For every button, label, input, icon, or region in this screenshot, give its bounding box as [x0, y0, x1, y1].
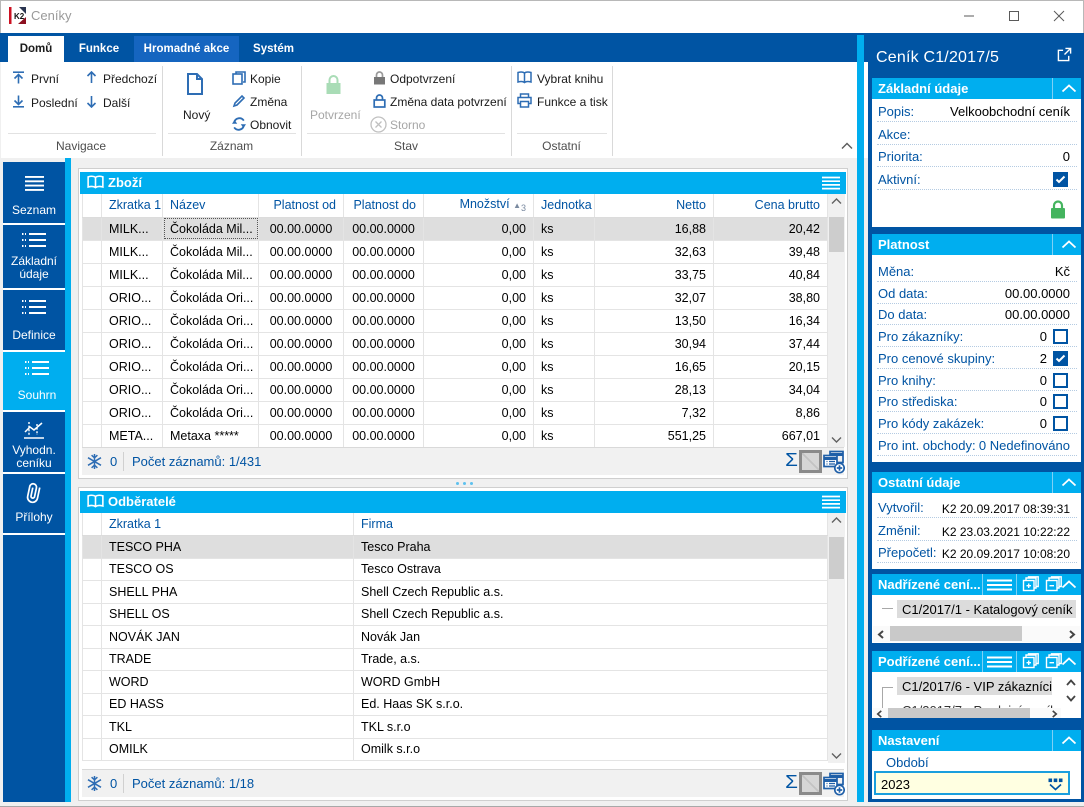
svg-text:K2: K2	[14, 12, 25, 21]
